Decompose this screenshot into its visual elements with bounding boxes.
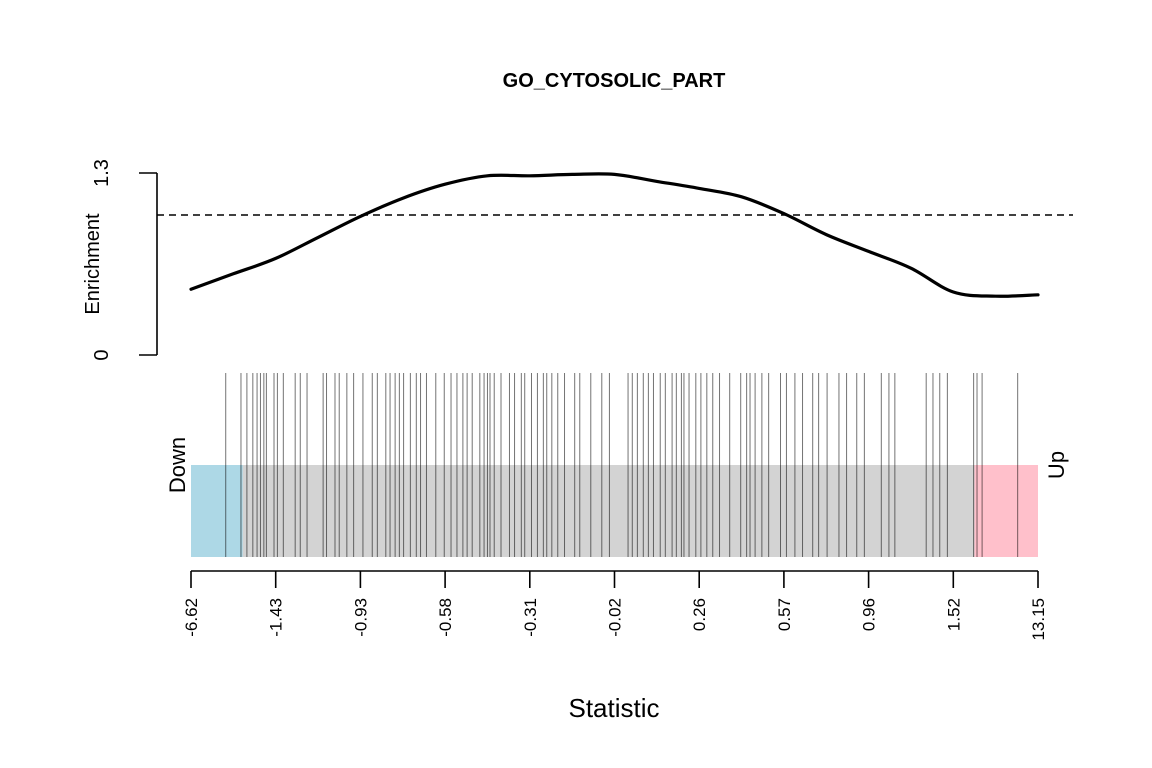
chart-title: GO_CYTOSOLIC_PART: [503, 70, 726, 92]
x-tick-label: 1.52: [944, 598, 963, 631]
x-tick-label: 0.96: [860, 598, 879, 631]
x-axis: -6.62 -1.43 -0.93 -0.58 -0.31 -0.02 0.26 0.57 0.…: [182, 570, 1048, 723]
down-label: Down: [165, 437, 190, 493]
x-tick-label: -0.58: [436, 598, 455, 637]
y-tick-label-top: 1.3: [91, 159, 113, 187]
x-tick-label: -0.93: [351, 598, 370, 637]
up-region: [974, 465, 1038, 557]
x-tick-label: -0.02: [606, 598, 625, 637]
barcode-panel: Down Up: [165, 373, 1069, 557]
enrichment-panel: 1.3 0 Enrichment: [82, 159, 1073, 361]
x-tick-label: -0.31: [521, 598, 540, 637]
up-label: Up: [1044, 451, 1069, 479]
x-tick-label: 0.57: [775, 598, 794, 631]
down-region: [191, 465, 243, 557]
x-tick-label: 0.26: [690, 598, 709, 631]
x-tick-label: -1.43: [267, 598, 286, 637]
y-axis-label: Enrichment: [82, 213, 104, 315]
barcode-background: [191, 465, 1038, 557]
x-axis-label: Statistic: [568, 693, 659, 723]
x-tick-label: -6.62: [182, 598, 201, 637]
x-tick-label: 13.15: [1029, 598, 1048, 641]
y-tick-label-bottom: 0: [91, 349, 113, 360]
enrichment-curve: [189, 172, 1040, 298]
x-axis-ticks: -6.62 -1.43 -0.93 -0.58 -0.31 -0.02 0.26 0.57 0.…: [182, 571, 1048, 641]
gene-barcode-lines: [225, 373, 1019, 557]
